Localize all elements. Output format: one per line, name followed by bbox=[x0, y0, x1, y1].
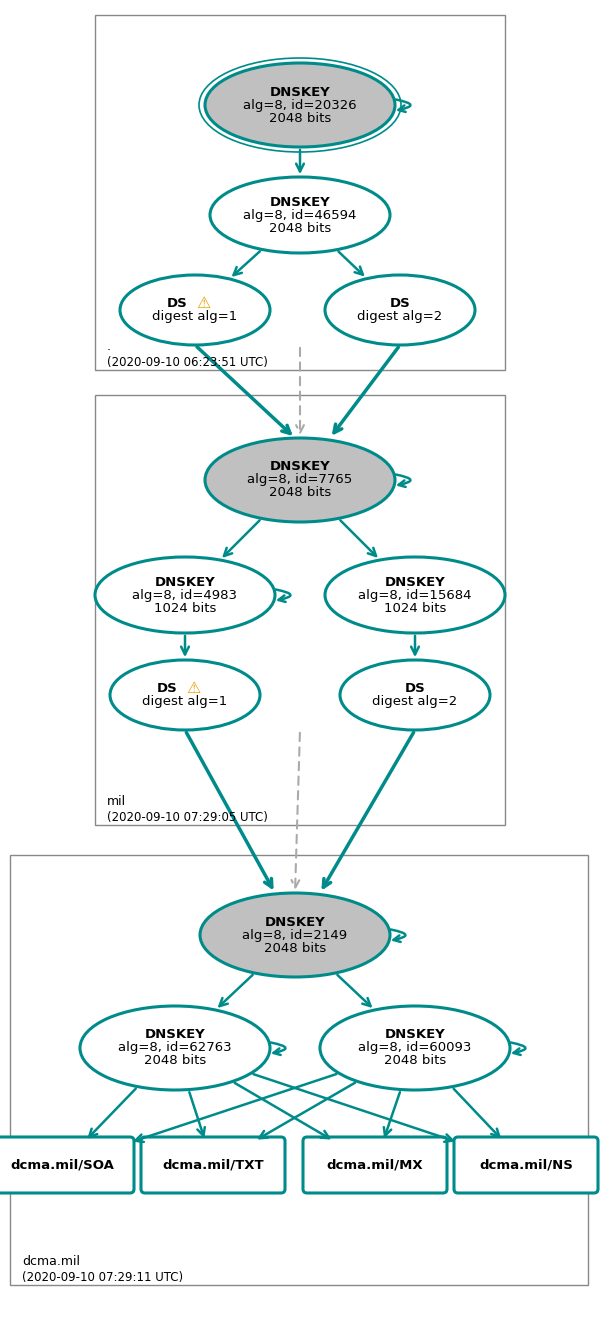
FancyBboxPatch shape bbox=[141, 1137, 285, 1193]
Text: (2020-09-10 07:29:05 UTC): (2020-09-10 07:29:05 UTC) bbox=[107, 810, 268, 824]
Ellipse shape bbox=[205, 438, 395, 521]
Text: (2020-09-10 06:23:51 UTC): (2020-09-10 06:23:51 UTC) bbox=[107, 356, 268, 370]
Text: DNSKEY: DNSKEY bbox=[265, 916, 325, 928]
Ellipse shape bbox=[200, 894, 390, 977]
Text: DNSKEY: DNSKEY bbox=[155, 576, 215, 589]
Text: .: . bbox=[107, 341, 111, 352]
Text: DNSKEY: DNSKEY bbox=[385, 576, 445, 589]
FancyBboxPatch shape bbox=[0, 1137, 134, 1193]
Text: DNSKEY: DNSKEY bbox=[269, 86, 331, 99]
Text: digest alg=1: digest alg=1 bbox=[152, 310, 238, 323]
Text: 2048 bits: 2048 bits bbox=[264, 941, 326, 954]
Ellipse shape bbox=[95, 557, 275, 634]
Text: alg=8, id=4983: alg=8, id=4983 bbox=[133, 589, 238, 602]
Text: dcma.mil: dcma.mil bbox=[22, 1255, 80, 1269]
Text: alg=8, id=7765: alg=8, id=7765 bbox=[247, 474, 353, 487]
Text: alg=8, id=60093: alg=8, id=60093 bbox=[358, 1041, 472, 1055]
Text: 1024 bits: 1024 bits bbox=[384, 602, 446, 615]
Text: dcma.mil/TXT: dcma.mil/TXT bbox=[162, 1159, 264, 1172]
Text: 1024 bits: 1024 bits bbox=[154, 602, 216, 615]
Ellipse shape bbox=[325, 557, 505, 634]
Text: alg=8, id=2149: alg=8, id=2149 bbox=[242, 928, 347, 941]
Ellipse shape bbox=[325, 275, 475, 345]
Text: alg=8, id=46594: alg=8, id=46594 bbox=[244, 209, 356, 222]
Text: 2048 bits: 2048 bits bbox=[144, 1055, 206, 1068]
Text: ⚠: ⚠ bbox=[186, 681, 200, 696]
Text: alg=8, id=15684: alg=8, id=15684 bbox=[358, 589, 472, 602]
FancyBboxPatch shape bbox=[303, 1137, 447, 1193]
Text: DNSKEY: DNSKEY bbox=[385, 1028, 445, 1041]
Ellipse shape bbox=[120, 275, 270, 345]
Text: 2048 bits: 2048 bits bbox=[269, 222, 331, 235]
Text: DNSKEY: DNSKEY bbox=[269, 461, 331, 474]
Text: 2048 bits: 2048 bits bbox=[269, 111, 331, 124]
Ellipse shape bbox=[340, 660, 490, 730]
Text: (2020-09-10 07:29:11 UTC): (2020-09-10 07:29:11 UTC) bbox=[22, 1271, 183, 1284]
Text: DNSKEY: DNSKEY bbox=[269, 195, 331, 209]
Text: digest alg=1: digest alg=1 bbox=[142, 696, 227, 708]
Ellipse shape bbox=[320, 1006, 510, 1090]
Ellipse shape bbox=[205, 63, 395, 147]
Text: digest alg=2: digest alg=2 bbox=[373, 696, 458, 708]
FancyBboxPatch shape bbox=[454, 1137, 598, 1193]
Text: DS: DS bbox=[156, 682, 177, 696]
Text: DS: DS bbox=[404, 682, 425, 696]
Text: ⚠: ⚠ bbox=[196, 296, 210, 312]
Text: DS: DS bbox=[166, 297, 187, 310]
Text: DS: DS bbox=[389, 297, 410, 310]
Text: dcma.mil/SOA: dcma.mil/SOA bbox=[10, 1159, 114, 1172]
Text: DNSKEY: DNSKEY bbox=[145, 1028, 205, 1041]
Text: dcma.mil/MX: dcma.mil/MX bbox=[326, 1159, 424, 1172]
Ellipse shape bbox=[110, 660, 260, 730]
Text: 2048 bits: 2048 bits bbox=[384, 1055, 446, 1068]
Text: 2048 bits: 2048 bits bbox=[269, 487, 331, 499]
Text: dcma.mil/NS: dcma.mil/NS bbox=[479, 1159, 573, 1172]
Ellipse shape bbox=[80, 1006, 270, 1090]
Ellipse shape bbox=[210, 177, 390, 253]
Text: alg=8, id=20326: alg=8, id=20326 bbox=[243, 99, 357, 111]
Text: digest alg=2: digest alg=2 bbox=[358, 310, 443, 323]
Text: mil: mil bbox=[107, 795, 126, 808]
Text: alg=8, id=62763: alg=8, id=62763 bbox=[118, 1041, 232, 1055]
